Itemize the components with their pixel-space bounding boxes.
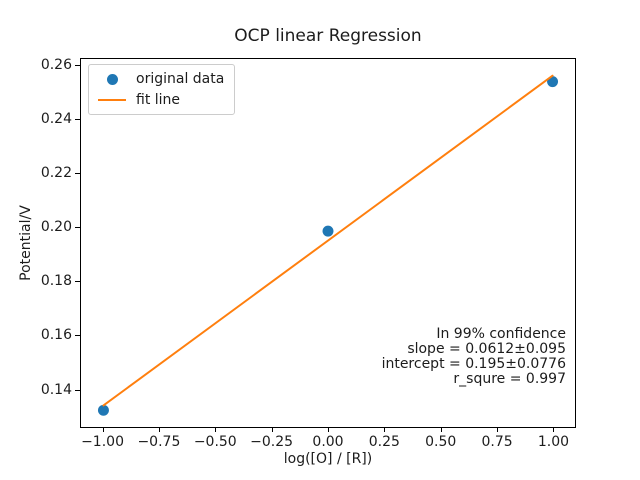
x-tick-label: −0.50 <box>193 434 237 450</box>
legend-label-original-data: original data <box>136 71 225 87</box>
annotation-line-confidence: In 99% confidence <box>436 326 566 342</box>
x-tick-mark <box>158 428 160 432</box>
chart-title: OCP linear Regression <box>234 26 422 46</box>
x-tick-label: 1.00 <box>537 434 570 450</box>
y-tick-mark <box>75 389 80 391</box>
y-tick-label: 0.22 <box>40 164 72 181</box>
x-tick-label: 0.50 <box>425 434 457 450</box>
stats-annotation: In 99% confidence slope = 0.0612±0.095 i… <box>382 327 566 387</box>
x-axis-label: log([O] / [R]) <box>283 451 373 467</box>
x-tick-label: −1.00 <box>81 434 124 450</box>
x-tick-mark <box>496 428 498 432</box>
y-tick-label: 0.16 <box>40 327 72 344</box>
scatter-marker-icon <box>106 73 118 85</box>
y-tick-mark <box>75 64 80 66</box>
y-tick-mark <box>75 172 80 174</box>
legend: original data fit line <box>88 64 236 115</box>
x-tick-label: 0.25 <box>368 434 400 450</box>
x-tick-mark <box>102 428 104 432</box>
y-tick-label: 0.26 <box>40 56 72 73</box>
y-tick-mark <box>75 226 80 228</box>
legend-item-fit-line: fit line <box>97 91 224 109</box>
x-tick-label: 0.00 <box>312 434 344 450</box>
y-tick-mark <box>75 280 80 282</box>
line-marker-icon <box>98 99 126 101</box>
x-tick-mark <box>214 428 216 432</box>
annotation-line-rsqure: r_squre = 0.997 <box>453 371 566 387</box>
y-tick-mark <box>75 118 80 120</box>
x-tick-label: −0.25 <box>250 434 294 450</box>
plot-canvas <box>97 74 559 416</box>
data-point <box>97 404 109 416</box>
y-tick-mark <box>75 334 80 336</box>
legend-handle <box>97 99 127 101</box>
legend-handle <box>97 73 127 85</box>
y-tick-label: 0.24 <box>40 110 72 127</box>
legend-label-fit-line: fit line <box>136 92 181 108</box>
x-tick-mark <box>440 428 442 432</box>
annotation-line-slope: slope = 0.0612±0.095 <box>407 341 566 357</box>
y-tick-label: 0.14 <box>40 381 72 398</box>
x-tick-mark <box>383 428 385 432</box>
plot-area: original data fit line In 99% confidence… <box>80 58 576 428</box>
y-tick-label: 0.18 <box>40 273 72 290</box>
data-point <box>322 225 334 237</box>
x-tick-mark <box>327 428 329 432</box>
fit-line-path <box>102 74 554 407</box>
y-tick-label: 0.20 <box>40 219 72 236</box>
x-tick-mark <box>552 428 554 432</box>
annotation-line-intercept: intercept = 0.195±0.0776 <box>381 356 566 372</box>
x-tick-mark <box>271 428 273 432</box>
x-tick-label: 0.75 <box>481 434 513 450</box>
legend-item-original-data: original data <box>97 70 224 88</box>
x-tick-label: −0.75 <box>137 434 181 450</box>
